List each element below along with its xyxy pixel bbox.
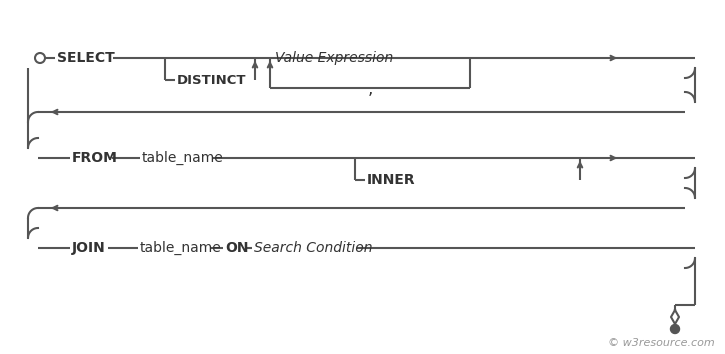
Text: DISTINCT: DISTINCT bbox=[177, 74, 247, 86]
Text: © w3resource.com: © w3resource.com bbox=[608, 338, 715, 348]
Text: SELECT: SELECT bbox=[57, 51, 115, 65]
Text: ON: ON bbox=[225, 241, 249, 255]
Text: JOIN: JOIN bbox=[72, 241, 106, 255]
Text: ,: , bbox=[368, 80, 373, 98]
Text: INNER: INNER bbox=[367, 173, 415, 187]
Text: table_name: table_name bbox=[140, 241, 222, 255]
Text: Search Condition: Search Condition bbox=[254, 241, 373, 255]
Text: Value Expression: Value Expression bbox=[275, 51, 393, 65]
Text: table_name: table_name bbox=[142, 151, 224, 165]
Circle shape bbox=[671, 325, 679, 333]
Text: FROM: FROM bbox=[72, 151, 118, 165]
